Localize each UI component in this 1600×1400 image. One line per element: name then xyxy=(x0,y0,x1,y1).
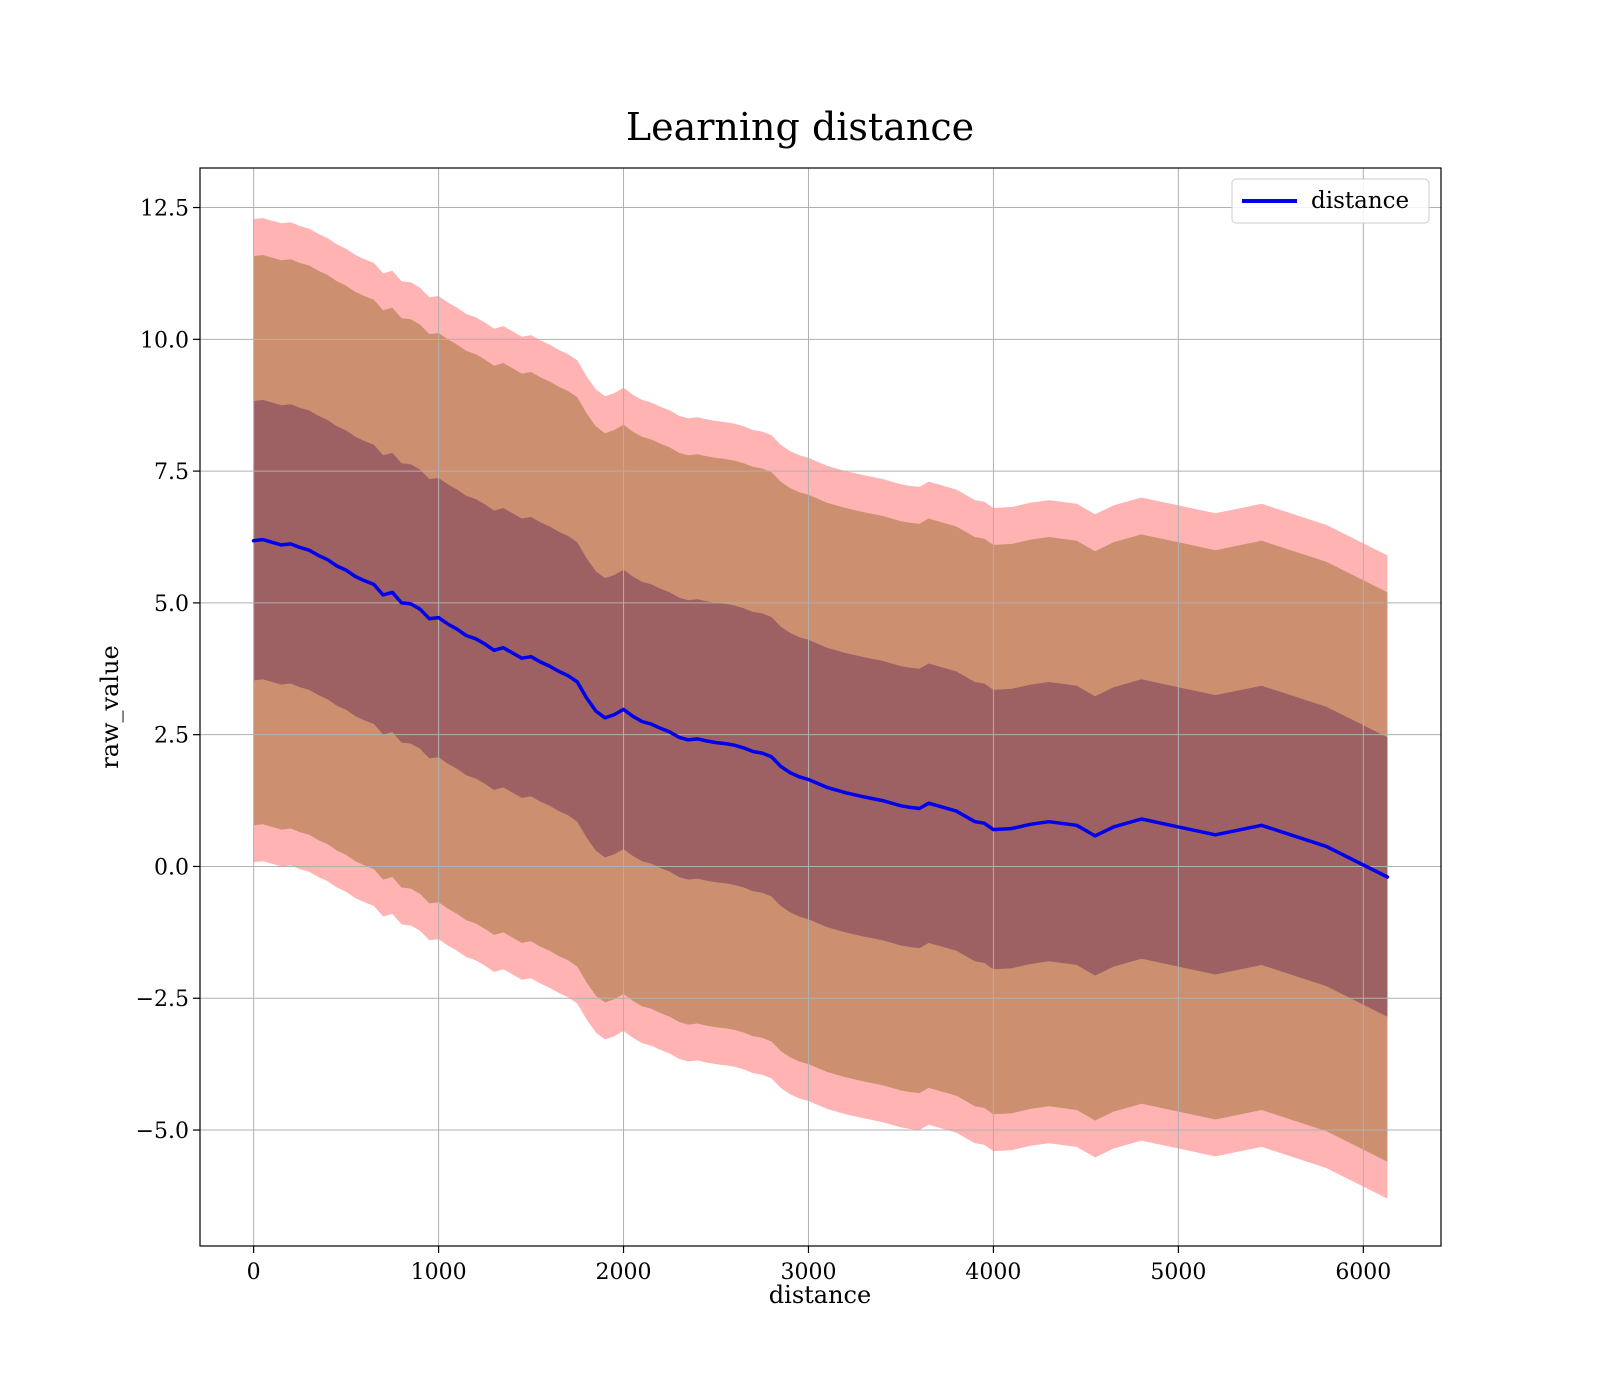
y-axis-label: raw_value xyxy=(96,645,124,769)
series-lines xyxy=(251,537,1390,879)
y-tick-label: 10.0 xyxy=(140,328,189,353)
chart-title: Learning distance xyxy=(626,105,974,149)
y-tick-label: 5.0 xyxy=(154,592,189,617)
x-tick-label: 3000 xyxy=(780,1260,836,1285)
y-tick-label: 0.0 xyxy=(154,855,189,880)
x-tick-label: 0 xyxy=(247,1260,261,1285)
plot-frame xyxy=(199,167,1442,1247)
y-tick-label: −2.5 xyxy=(136,987,189,1012)
x-axis-label: distance xyxy=(769,1281,871,1309)
y-tick-label: 12.5 xyxy=(140,197,189,222)
x-tick-label: 4000 xyxy=(965,1260,1021,1285)
y-tick-label: 7.5 xyxy=(154,460,189,485)
x-tick-label: 5000 xyxy=(1150,1260,1206,1285)
confidence-bands xyxy=(253,218,1388,1199)
series-line-distance xyxy=(251,537,1390,879)
x-tick-label: 1000 xyxy=(411,1260,467,1285)
x-axis-ticks: 0 1000 2000 3000 4000 5000 6000 xyxy=(247,1246,1391,1285)
y-axis-ticks: 12.5 10.0 7.5 5.0 2.5 0.0 −2.5 −5.0 xyxy=(136,197,200,1144)
legend-label-distance: distance xyxy=(1311,188,1409,214)
x-tick-label: 6000 xyxy=(1335,1260,1391,1285)
y-tick-label: −5.0 xyxy=(136,1119,189,1144)
legend: distance xyxy=(1231,178,1430,224)
y-tick-label: 2.5 xyxy=(154,724,189,749)
band-inner xyxy=(253,399,1388,1017)
legend-box xyxy=(1231,178,1430,224)
x-tick-label: 2000 xyxy=(596,1260,652,1285)
